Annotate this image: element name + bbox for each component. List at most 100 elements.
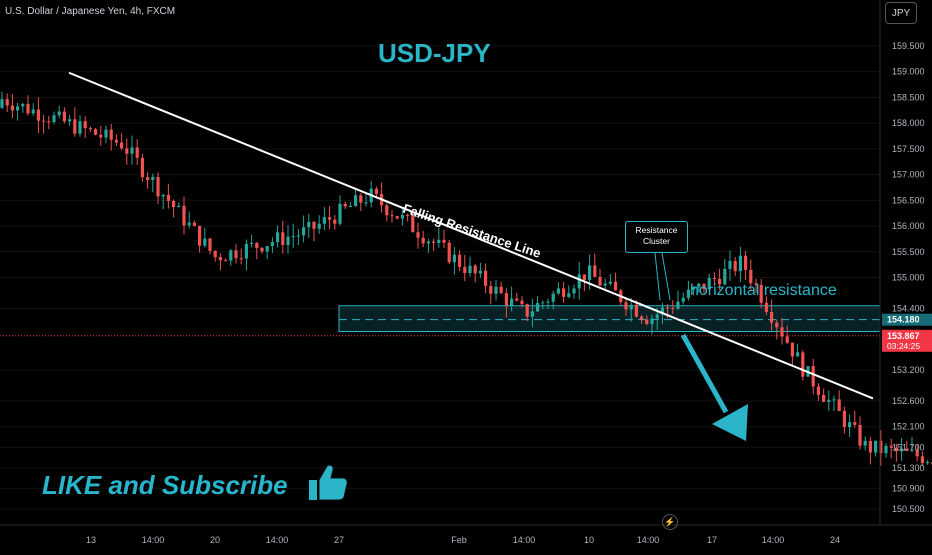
time-axis: 13 14:00 20 14:00 27 Feb 14:00 10 14:00 17 14:00 24 xyxy=(86,535,840,545)
time-tick-label: 14:00 xyxy=(637,535,660,545)
candle-body xyxy=(177,205,181,208)
time-tick-label: 20 xyxy=(210,535,220,545)
candle-body xyxy=(447,242,451,263)
candle-body xyxy=(21,103,25,107)
candle-body xyxy=(494,286,498,294)
candle-body xyxy=(530,311,534,317)
candle-body xyxy=(712,277,716,279)
candle-body xyxy=(5,99,9,106)
candle-body xyxy=(307,221,311,228)
candle-body xyxy=(10,105,14,111)
candle-body xyxy=(754,283,758,285)
candle-body xyxy=(801,352,805,377)
candle-body xyxy=(359,195,363,203)
candle-body xyxy=(343,203,347,207)
last-price-text: 153.867 xyxy=(887,331,920,341)
price-tick-label: 156.000 xyxy=(892,221,925,231)
candle-body xyxy=(660,307,664,315)
candle-body xyxy=(842,410,846,428)
candle-body xyxy=(218,257,222,261)
candle-body xyxy=(400,215,404,219)
time-tick-label: 14:00 xyxy=(266,535,289,545)
time-tick-label: 14:00 xyxy=(513,535,536,545)
resistance-cluster-callout: Resistance Cluster xyxy=(625,221,688,253)
candle-body xyxy=(208,238,212,251)
candle-body xyxy=(36,109,40,121)
candle-body xyxy=(640,316,644,320)
candle-body xyxy=(99,134,103,138)
candle-body xyxy=(811,366,815,387)
resistance-zone xyxy=(338,305,881,333)
resistance-price-tag xyxy=(882,313,932,326)
down-arrow-shaft xyxy=(680,333,729,414)
candle-body xyxy=(874,440,878,453)
candle-body xyxy=(437,239,441,243)
candle-body xyxy=(166,194,170,201)
candle-body xyxy=(478,270,482,274)
candle-body xyxy=(686,289,690,298)
candle-body xyxy=(577,274,581,289)
symbol-label: U.S. Dollar / Japanese Yen, 4h, FXCM xyxy=(5,6,176,17)
candle-body xyxy=(354,195,358,207)
candle-body xyxy=(385,205,389,216)
cluster-label-line-1: Resistance xyxy=(635,225,678,235)
candle-body xyxy=(780,327,784,337)
candle-body xyxy=(863,440,867,446)
candle-body xyxy=(68,119,72,122)
candle-body xyxy=(733,260,737,272)
candle-body xyxy=(707,277,711,290)
candle-body xyxy=(296,235,300,237)
candle-body xyxy=(556,288,560,294)
falling-resistance-line xyxy=(68,71,874,400)
candle-body xyxy=(541,302,545,304)
candle-body xyxy=(120,142,124,149)
currency-button[interactable]: JPY xyxy=(885,2,917,24)
price-tick-label: 155.500 xyxy=(892,247,925,257)
candle-body xyxy=(161,194,165,197)
candle-body xyxy=(234,250,238,259)
candle-body xyxy=(140,157,144,178)
candle-body xyxy=(213,250,217,258)
price-tick-label: 152.100 xyxy=(892,422,925,432)
candle-body xyxy=(718,278,722,285)
candle-body xyxy=(879,440,883,454)
candle-body xyxy=(229,250,233,261)
candle-body xyxy=(598,276,602,286)
resistance-price-text: 154.180 xyxy=(887,315,920,325)
candle-body xyxy=(156,176,160,197)
candle-body xyxy=(915,449,919,457)
candle-body xyxy=(192,222,196,226)
candle-body xyxy=(406,215,410,217)
price-tick-label: 158.000 xyxy=(892,118,925,128)
candle-body xyxy=(655,314,659,319)
candle-body xyxy=(546,301,550,303)
candle-body xyxy=(78,121,82,134)
candle-body xyxy=(276,232,280,243)
chart-title: USD-JPY xyxy=(378,38,491,68)
candle-body xyxy=(697,283,701,288)
candle-body xyxy=(52,115,56,123)
candle-body xyxy=(333,219,337,224)
lightning-icon[interactable]: ⚡ xyxy=(662,514,678,530)
price-tick-label: 150.500 xyxy=(892,504,925,514)
candle-body xyxy=(255,242,259,248)
price-tick-label: 150.900 xyxy=(892,483,925,493)
price-tick-label: 157.500 xyxy=(892,144,925,154)
candle-body xyxy=(770,311,774,323)
candle-body xyxy=(692,287,696,290)
time-tick-label: 13 xyxy=(86,535,96,545)
candle-body xyxy=(62,111,66,122)
candle-body xyxy=(83,121,87,129)
candle-body xyxy=(270,242,274,247)
candle-body xyxy=(853,422,857,425)
candle-body xyxy=(822,394,826,402)
candle-body xyxy=(135,147,139,158)
candle-body xyxy=(738,255,742,272)
candle-body xyxy=(884,445,888,454)
candle-body xyxy=(151,176,155,181)
candle-body xyxy=(889,445,893,448)
candle-body xyxy=(88,128,92,130)
candle-body xyxy=(634,304,638,317)
